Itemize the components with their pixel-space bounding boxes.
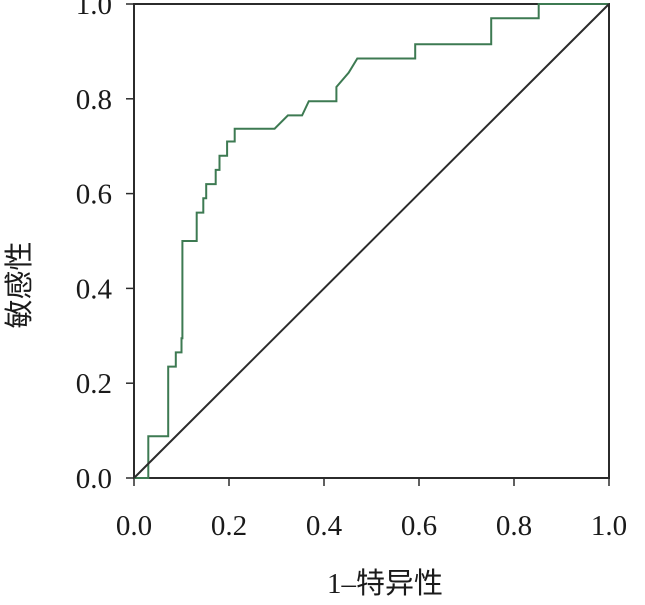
x-tick-label: 0.0 <box>116 510 152 542</box>
x-tick-label: 0.8 <box>496 510 532 542</box>
y-axis: 0.0 0.2 0.4 0.6 0.8 1.0 <box>76 0 134 495</box>
reference-diagonal <box>133 3 610 479</box>
y-tick-label: 0.6 <box>76 179 112 211</box>
series-layer <box>133 3 610 479</box>
x-tick-label: 1.0 <box>591 510 627 542</box>
x-tick-label: 0.6 <box>401 510 437 542</box>
x-tick-label: 0.2 <box>211 510 247 542</box>
y-tick-label: 1.0 <box>76 0 112 21</box>
y-axis-title: 敏感性 <box>3 241 36 328</box>
x-tick-label: 0.4 <box>306 510 343 542</box>
y-tick-label: 0.4 <box>76 273 113 305</box>
x-axis-title: 1–特异性 <box>327 567 443 600</box>
x-axis: 0.0 0.2 0.4 0.6 0.8 1.0 <box>116 478 627 542</box>
y-tick-label: 0.2 <box>76 368 112 400</box>
roc-curve <box>134 3 609 479</box>
y-tick-label: 0.0 <box>76 463 112 495</box>
plot-frame <box>133 3 610 479</box>
y-tick-label: 0.8 <box>76 84 112 116</box>
